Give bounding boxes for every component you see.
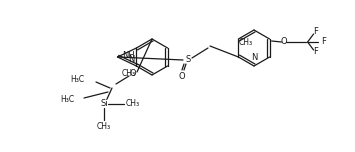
Text: O: O <box>130 69 136 78</box>
Text: O: O <box>280 38 287 47</box>
Text: H₃C: H₃C <box>60 95 74 105</box>
Text: CH₃: CH₃ <box>239 38 253 47</box>
Text: CH₃: CH₃ <box>122 69 136 78</box>
Text: H₃C: H₃C <box>70 76 84 85</box>
Text: N: N <box>251 53 257 62</box>
Text: N: N <box>128 55 135 64</box>
Text: O: O <box>179 72 185 81</box>
Text: Si: Si <box>100 100 108 109</box>
Text: CH₃: CH₃ <box>97 122 111 131</box>
Text: S: S <box>185 55 191 64</box>
Text: F: F <box>313 28 318 36</box>
Text: CH₃: CH₃ <box>126 100 140 109</box>
Text: NH: NH <box>122 51 135 60</box>
Text: F: F <box>313 47 318 57</box>
Text: F: F <box>322 38 327 47</box>
